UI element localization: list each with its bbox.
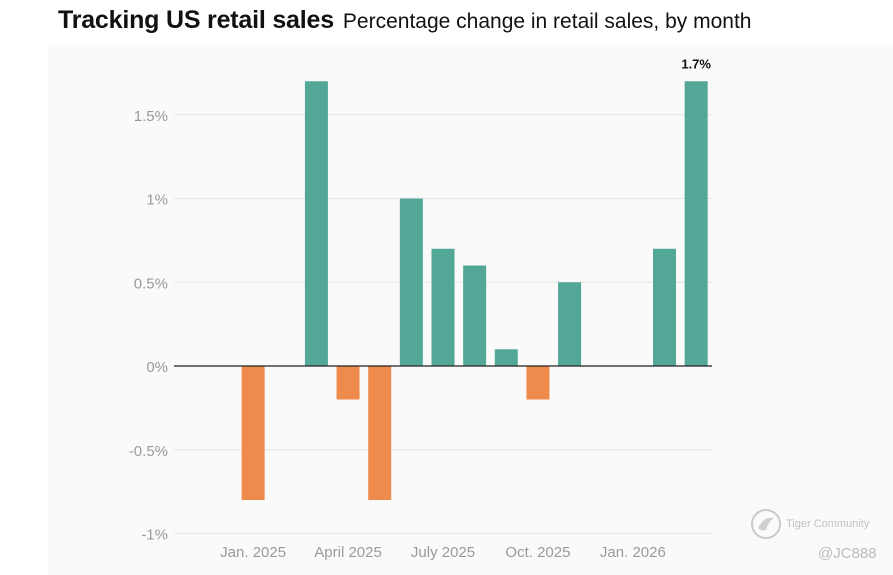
y-tick-label: 0.5% — [134, 275, 168, 292]
bar — [463, 265, 487, 366]
y-tick-label: 1% — [146, 192, 168, 209]
bar — [431, 248, 455, 366]
y-tick-label: -0.5% — [129, 443, 168, 460]
bar — [368, 366, 392, 500]
bar — [399, 198, 423, 366]
y-tick-label: 1.5% — [134, 108, 168, 125]
bar — [558, 282, 582, 366]
watermark-text: Tiger Community — [786, 518, 870, 530]
chart-subtitle: Percentage change in retail sales, by mo… — [342, 10, 752, 33]
bar — [304, 81, 328, 366]
chart-header: Tracking US retail sales Percentage chan… — [58, 6, 751, 35]
bar — [494, 349, 518, 366]
data-label: 1.7% — [681, 56, 711, 71]
x-tick-label: Oct. 2025 — [505, 544, 570, 561]
x-tick-label: July 2025 — [411, 544, 475, 561]
bar — [526, 366, 550, 400]
bar — [241, 366, 265, 500]
y-tick-label: -1% — [141, 527, 168, 544]
tiger-logo-icon — [751, 509, 781, 539]
x-tick-label: April 2025 — [314, 544, 382, 561]
chart-title: Tracking US retail sales — [58, 6, 334, 34]
watermark-user: @JC888 — [818, 545, 877, 562]
bar — [684, 81, 708, 366]
y-tick-label: 0% — [146, 359, 168, 376]
watermark: Tiger Community — [750, 508, 869, 540]
bar — [336, 366, 360, 400]
x-tick-label: Jan. 2026 — [600, 544, 666, 561]
x-tick-label: Jan. 2025 — [220, 544, 286, 561]
bar — [653, 248, 677, 366]
